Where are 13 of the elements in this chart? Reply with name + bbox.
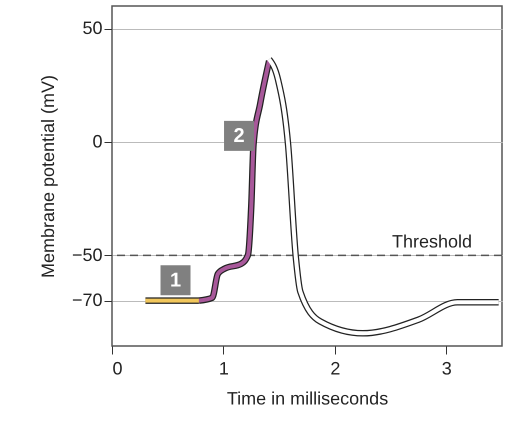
y-tick-label: 0 bbox=[92, 132, 102, 152]
annotation: 2 bbox=[233, 124, 245, 147]
y-tick-label: −50 bbox=[72, 244, 102, 265]
x-tick-label: 3 bbox=[442, 358, 452, 378]
y-tick-label: 50 bbox=[82, 18, 102, 38]
annotation: 1 bbox=[170, 269, 182, 292]
x-tick-label: 1 bbox=[218, 358, 229, 378]
x-tick-label: 0 bbox=[112, 358, 123, 378]
x-axis-title: Time in milliseconds bbox=[226, 388, 388, 408]
x-tick-label: 2 bbox=[330, 358, 340, 378]
ref-line-label: Threshold bbox=[392, 231, 472, 252]
y-tick-label: −70 bbox=[72, 290, 102, 310]
y-axis-title: Membrane potential (mV) bbox=[38, 74, 58, 278]
